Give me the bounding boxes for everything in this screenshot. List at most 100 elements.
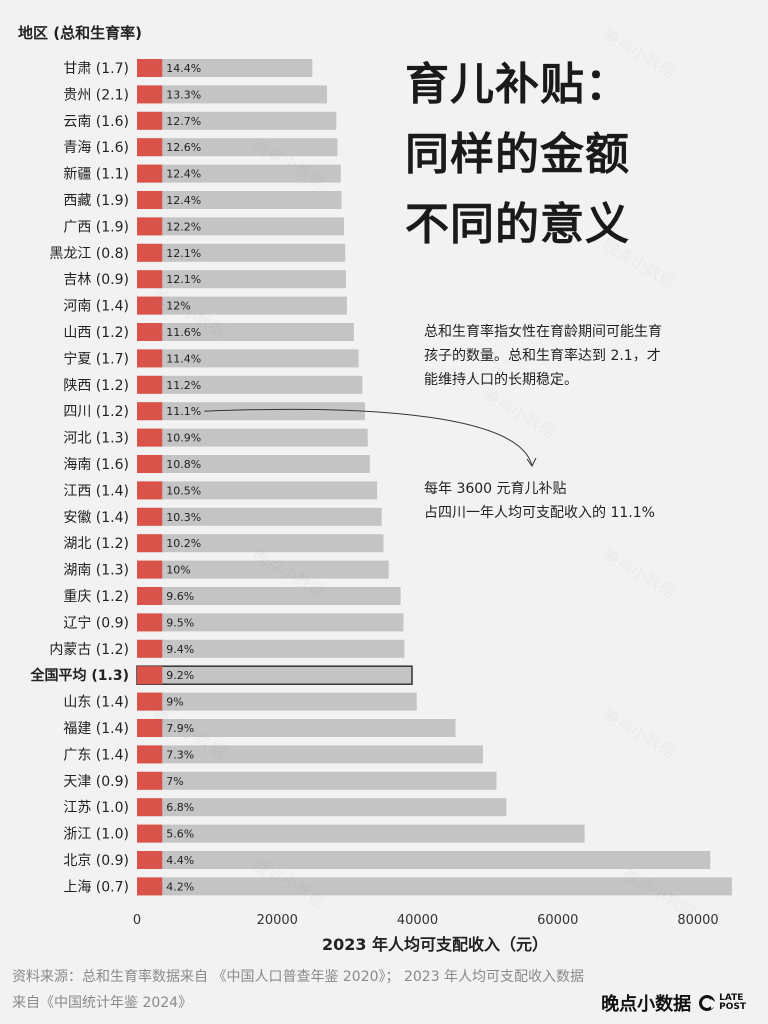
source-note: 资料来源：总和生育率数据来自 《中国人口普查年鉴 2020》； 2023 年人均… (12, 964, 762, 1016)
subsidy-bar (137, 587, 163, 605)
category-label: 海南 (1.6) (63, 457, 129, 473)
income-bar (137, 481, 378, 500)
percent-label: 10.2% (166, 537, 201, 550)
brand: 晚点小数据 LATE POST (601, 990, 746, 1016)
brand-name: 晚点小数据 (601, 994, 692, 1015)
percent-label: 11.4% (166, 352, 201, 365)
percent-label: 9.2% (166, 669, 194, 682)
subsidy-bar (137, 402, 163, 421)
subsidy-bar (137, 507, 163, 526)
income-bar (137, 745, 483, 764)
percent-label: 10.9% (166, 432, 201, 445)
subsidy-bar (137, 851, 163, 869)
income-bar (137, 692, 417, 711)
income-bar (137, 851, 711, 869)
subsidy-bar (137, 296, 163, 315)
subsidy-bar (137, 666, 163, 685)
income-bar (137, 217, 344, 236)
category-label: 宁夏 (1.7) (63, 350, 129, 367)
category-label: 广东 (1.4) (63, 747, 129, 763)
subsidy-bar (137, 164, 163, 183)
subsidy-bar (137, 771, 163, 790)
definition-note: 总和生育率指女性在育龄期间可能生育 孩子的数量。总和生育率达到 2.1，才 能维… (424, 320, 724, 392)
category-label: 北京 (0.9) (63, 853, 129, 869)
category-label: 内蒙古 (1.2) (49, 642, 129, 658)
income-bar (137, 771, 497, 790)
category-label: 上海 (0.7) (63, 879, 129, 895)
subsidy-bar (137, 534, 163, 553)
percent-label: 9.5% (166, 616, 194, 629)
income-bar (137, 111, 337, 130)
percent-label: 12% (166, 300, 190, 313)
category-label: 天津 (0.9) (63, 774, 129, 790)
headline: 育儿补贴： 同样的金额 不同的意义 (405, 50, 630, 260)
definition-line-1: 总和生育率指女性在育龄期间可能生育 (424, 324, 662, 340)
category-label: 山西 (1.2) (63, 325, 129, 341)
x-tick-label: 80000 (677, 913, 718, 928)
subsidy-bar (137, 270, 163, 289)
income-bar (137, 719, 456, 737)
category-label: 江苏 (1.0) (63, 800, 129, 816)
income-bar (137, 455, 370, 473)
percent-label: 4.4% (166, 854, 194, 867)
income-bar (137, 824, 585, 843)
annotation-arrowhead (526, 457, 537, 467)
percent-label: 6.8% (166, 801, 194, 814)
sichuan-annotation: 每年 3600 元育儿补贴 占四川一年人均可支配收入的 11.1% (424, 477, 754, 525)
category-label: 湖南 (1.3) (63, 563, 129, 579)
percent-label: 7.3% (166, 748, 194, 761)
percent-label: 12.4% (166, 194, 201, 207)
percent-label: 10.3% (166, 511, 201, 524)
category-label: 江西 (1.4) (63, 483, 129, 499)
income-bar (137, 402, 366, 421)
income-bar (137, 59, 313, 77)
percent-label: 9% (166, 696, 183, 709)
income-bar (137, 138, 338, 157)
source-line-1: 资料来源：总和生育率数据来自 《中国人口普查年鉴 2020》； 2023 年人均… (12, 969, 585, 985)
category-label: 云南 (1.6) (63, 114, 129, 130)
source-line-2: 来自《中国统计年鉴 2024》 (12, 995, 193, 1011)
subsidy-bar (137, 138, 163, 157)
category-label: 辽宁 (0.9) (63, 614, 129, 631)
percent-label: 12.7% (166, 115, 201, 128)
category-label: 甘肃 (1.7) (63, 61, 129, 77)
category-label: 河北 (1.3) (63, 431, 129, 447)
income-bar (137, 85, 328, 104)
subsidy-bar (137, 481, 163, 500)
subsidy-bar (137, 560, 163, 579)
income-bar (137, 375, 363, 394)
category-label: 西藏 (1.9) (63, 193, 129, 209)
income-bar (137, 349, 359, 368)
logo-mark-icon (699, 995, 719, 1011)
subsidy-bar (137, 639, 163, 658)
subsidy-bar (137, 798, 163, 817)
category-label: 黑龙江 (0.8) (49, 246, 129, 262)
definition-line-2: 孩子的数量。总和生育率达到 2.1，才 (424, 348, 661, 364)
percent-label: 12.4% (166, 168, 201, 181)
percent-label: 12.2% (166, 220, 201, 233)
subsidy-bar (137, 613, 163, 632)
percent-label: 11.2% (166, 379, 201, 392)
category-label: 浙江 (1.0) (63, 827, 129, 843)
percent-label: 11.1% (166, 405, 201, 418)
subsidy-bar (137, 877, 163, 896)
percent-label: 12.1% (166, 247, 201, 260)
category-label: 四川 (1.2) (63, 404, 129, 420)
income-bar (137, 639, 405, 658)
income-bar (137, 296, 347, 315)
income-bar (137, 560, 389, 579)
headline-line-3: 不同的意义 (405, 199, 630, 250)
category-label: 安徽 (1.4) (63, 510, 129, 526)
definition-line-3: 能维持人口的长期稳定。 (424, 372, 578, 388)
income-bar (137, 243, 346, 262)
subsidy-bar (137, 719, 163, 737)
x-tick-label: 60000 (537, 913, 578, 928)
percent-label: 13.3% (166, 88, 201, 101)
category-label: 青海 (1.6) (63, 140, 129, 156)
percent-label: 10% (166, 564, 190, 577)
category-label: 贵州 (2.1) (63, 87, 129, 103)
x-tick-label: 40000 (397, 913, 438, 928)
category-label: 河南 (1.4) (63, 299, 129, 315)
category-label: 全国平均 (1.3) (30, 667, 129, 684)
percent-label: 14.4% (166, 62, 201, 75)
